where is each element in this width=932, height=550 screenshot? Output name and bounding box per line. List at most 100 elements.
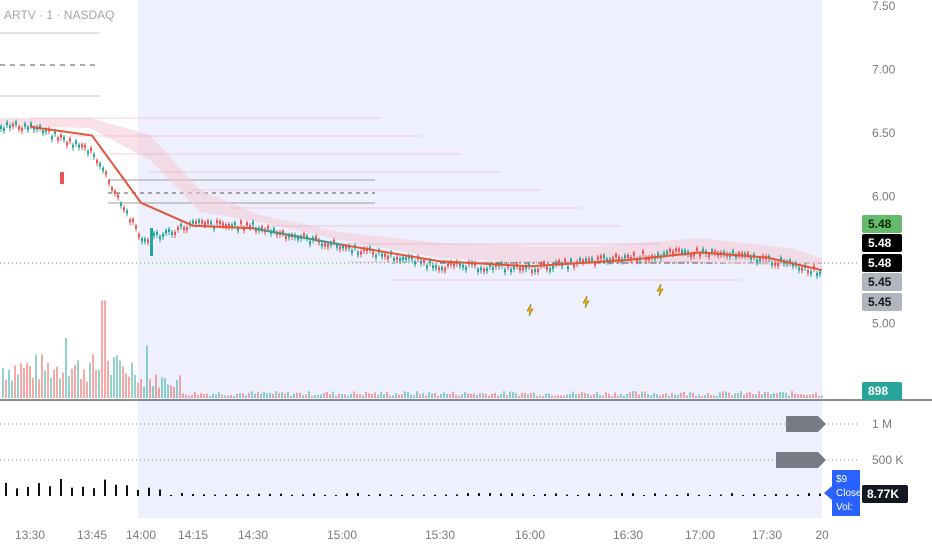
candle-body (552, 266, 554, 270)
volume-bar (29, 366, 31, 398)
lightning-shape (656, 283, 664, 297)
volume-bar (503, 391, 505, 398)
candle-body (117, 194, 119, 198)
volume-bar (254, 393, 256, 398)
volume-bar (260, 393, 262, 398)
volume-bar (26, 362, 28, 398)
volume-bar (257, 391, 259, 398)
volume-bars (2, 300, 823, 398)
volume-bar (122, 366, 124, 398)
volume-bar (452, 391, 454, 398)
candle-body (216, 220, 218, 224)
candle-body (642, 250, 644, 254)
candle-body (480, 267, 482, 271)
volume-bar (758, 391, 760, 398)
candle-body (162, 233, 164, 237)
volume-bar (803, 394, 805, 398)
candle-body (453, 263, 455, 267)
volume-bar (218, 392, 220, 398)
time-tick-label: 14:30 (238, 528, 268, 542)
volume-bar (128, 376, 130, 398)
volume-bar (623, 395, 625, 398)
volume-bar (104, 300, 106, 398)
volume-bar (581, 392, 583, 398)
volume-bar (713, 395, 715, 398)
volume-bar (332, 391, 334, 398)
volume-bar (221, 394, 223, 398)
lightning-icon[interactable] (582, 295, 590, 309)
candle-body (699, 253, 701, 257)
volume-bar (320, 394, 322, 398)
volume-bar (575, 394, 577, 398)
volume-bar (323, 393, 325, 398)
volume-bar (527, 394, 529, 398)
candle-body (528, 263, 530, 267)
candle-body (183, 227, 185, 231)
candle-body (192, 220, 194, 224)
volume-bar (632, 391, 634, 398)
lightning-icon[interactable] (656, 283, 664, 297)
volume-bar (626, 393, 628, 398)
lightning-icon[interactable] (526, 303, 534, 317)
volume-bar (605, 392, 607, 398)
volume-bar (689, 392, 691, 398)
candle-body (327, 244, 329, 248)
volume-bar (680, 392, 682, 398)
volume-bar (326, 391, 328, 398)
candle-body (249, 225, 251, 229)
volume-bar (524, 392, 526, 398)
volume-bar (584, 392, 586, 398)
time-tick-label: 17:30 (752, 528, 782, 542)
volume-bar (272, 393, 274, 398)
volume-bar (725, 391, 727, 398)
candle-body (447, 263, 449, 267)
volume-bar (521, 392, 523, 398)
tag-label: 5.45 (868, 295, 892, 309)
volume-bar (41, 354, 43, 398)
volume-bar (698, 394, 700, 398)
event-markers (526, 283, 664, 317)
ema-path (29, 125, 823, 272)
volume-bar (2, 368, 4, 398)
volume-bar (248, 392, 250, 398)
time-axis[interactable]: 13:30 13:45 14:00 14:15 14:30 15:00 15:30 16:00… (15, 528, 829, 542)
tag-box (862, 215, 902, 233)
volume-bar (242, 393, 244, 398)
volume-bar (197, 395, 199, 398)
candle-body (156, 231, 158, 235)
candle-body (303, 233, 305, 237)
volume-bar (314, 395, 316, 398)
candle-body (555, 261, 557, 265)
volume-bar (311, 395, 313, 398)
candle-body (126, 210, 128, 214)
tag-label: 5.45 (868, 275, 892, 289)
candle-body (798, 267, 800, 271)
candle-body (261, 226, 263, 230)
volume-bar (173, 386, 175, 398)
volume-bar (101, 300, 103, 398)
candle-body (690, 254, 692, 258)
volume-bar (599, 394, 601, 398)
candle-body (99, 163, 101, 167)
volume-bar (479, 393, 481, 398)
candle-body (171, 231, 173, 235)
volume-bar (377, 394, 379, 398)
volume-marker-500k (776, 452, 826, 468)
candle-body (666, 251, 668, 255)
volume-bar (746, 392, 748, 398)
volume-bar (692, 392, 694, 398)
volume-bar (728, 392, 730, 398)
candle-body (801, 267, 803, 271)
ema-path-bull (252, 227, 343, 246)
time-tick-label: 14:00 (126, 528, 156, 542)
volume-bar (566, 394, 568, 398)
candle-body (495, 264, 497, 268)
tag-box (862, 382, 902, 400)
volume-bar (464, 391, 466, 398)
candle-body (339, 246, 341, 250)
candle-body (168, 229, 170, 233)
volume-bar (143, 386, 145, 398)
tag-box (862, 293, 902, 311)
volume-bar (665, 393, 667, 398)
